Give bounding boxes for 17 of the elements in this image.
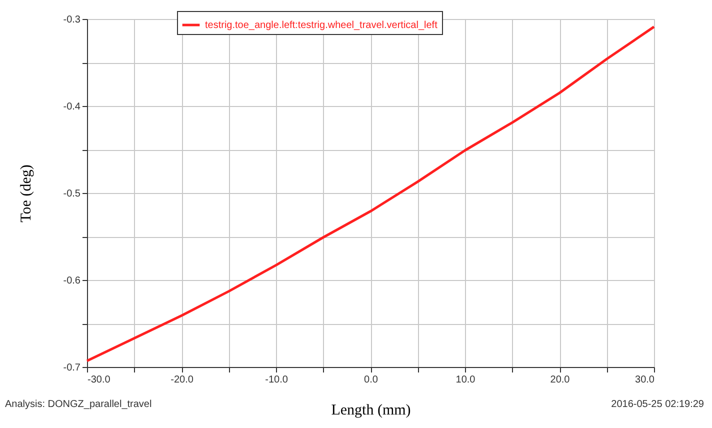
text: 2016-05-25 02:19:29 <box>611 399 704 410</box>
x-tick-label: -20.0 <box>170 374 194 386</box>
y-tick-label: -0.7 <box>63 362 81 374</box>
x-tick-label: -30.0 <box>88 374 111 386</box>
y-tick-label: -0.4 <box>63 102 81 112</box>
x-tick-label: -10.0 <box>265 374 288 386</box>
x-tick-label: 20.0 <box>550 374 570 386</box>
legend-label: testrig.toe_angle.left:testrig.wheel_travel.vertical_left <box>205 20 438 31</box>
x-tick-label: 30.0 <box>635 374 655 386</box>
y-tick-label: -0.5 <box>63 188 81 200</box>
x-axis-title: Length (mm) <box>331 402 411 418</box>
y-axis-title: Toe (deg) <box>18 164 34 222</box>
x-tick-label: 10.0 <box>456 374 476 386</box>
y-tick-label: -0.3 <box>63 14 81 26</box>
text: Analysis: DONGZ_parallel_travel <box>5 399 152 410</box>
y-tick-label: -0.6 <box>63 276 81 286</box>
x-tick-label: 0.0 <box>364 374 378 386</box>
